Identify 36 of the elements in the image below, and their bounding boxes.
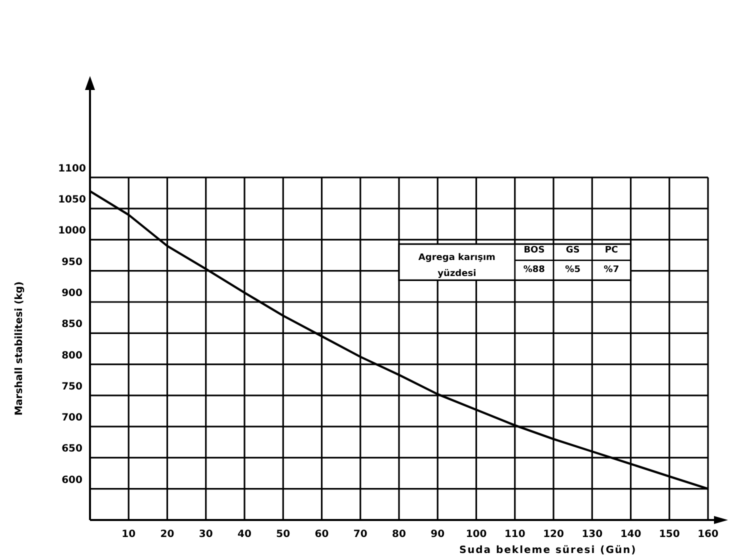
x-tick-label: 10 <box>122 529 136 540</box>
x-tick-label: 110 <box>504 529 526 540</box>
y-axis-title: Marshall stabilitesi (kg) <box>14 281 25 416</box>
y-tick-label: 1050 <box>58 194 86 206</box>
x-tick-label: 30 <box>198 529 213 540</box>
x-tick-label: 70 <box>353 529 368 540</box>
x-tick-label: 20 <box>160 529 174 540</box>
y-tick-label: 800 <box>62 350 82 362</box>
y-tick-label: 950 <box>62 256 82 268</box>
annotation: %88 <box>523 265 545 276</box>
x-tick-label: 150 <box>658 529 680 540</box>
annotation: BOS <box>524 245 545 256</box>
x-axis-title: Suda bekleme süresi (Gün) <box>459 545 637 556</box>
annotation: PC <box>604 245 618 256</box>
x-tick-label: 120 <box>543 529 564 540</box>
x-tick-label: 80 <box>392 529 406 540</box>
annotation: %5 <box>565 265 580 276</box>
annotation: Agrega karışım yüzdesi <box>418 253 496 280</box>
x-tick-label: 50 <box>276 529 290 540</box>
y-tick-label: 650 <box>62 444 82 455</box>
y-tick-label: 850 <box>62 319 82 330</box>
y-tick-label: 900 <box>62 288 82 299</box>
x-tick-label: 40 <box>238 529 252 540</box>
x-tick-label: 160 <box>698 529 718 540</box>
y-tick-label: 700 <box>62 412 82 424</box>
y-tick-label: 750 <box>62 381 82 392</box>
x-tick-label: 90 <box>430 529 445 540</box>
y-tick-label: 600 <box>62 474 82 486</box>
annotation: GS <box>566 245 580 256</box>
x-tick-label: 100 <box>466 529 487 540</box>
y-tick-label: 1000 <box>58 226 86 237</box>
annotation: %7 <box>604 265 620 276</box>
y-tick-label: 1100 <box>58 163 86 174</box>
x-tick-label: 130 <box>582 529 603 540</box>
x-tick-label: 60 <box>314 529 329 540</box>
x-tick-label: 140 <box>620 529 642 540</box>
